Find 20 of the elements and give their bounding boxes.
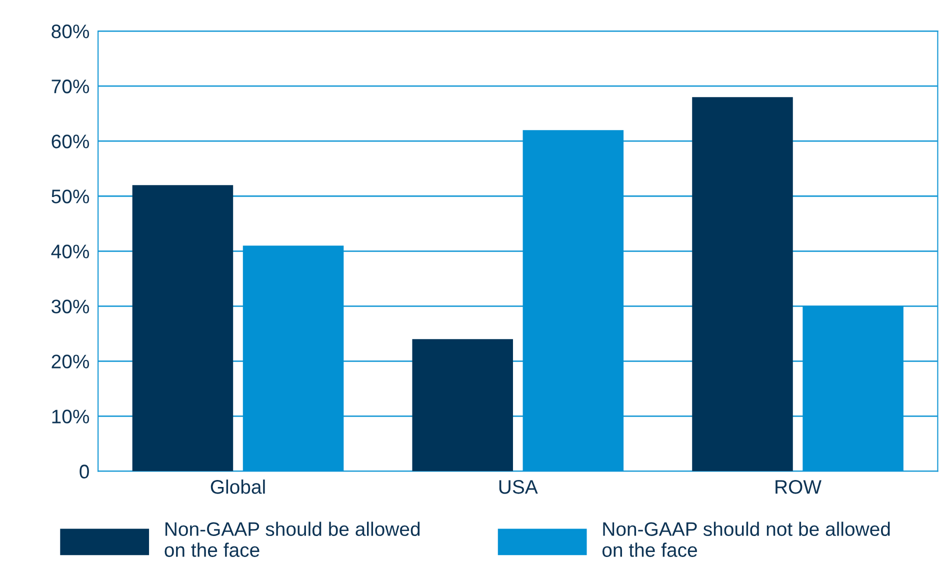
x-tick-label: USA (499, 480, 538, 494)
legend-label: Non-GAAP should be allowed on the face (164, 522, 420, 557)
y-tick-label: 80% (52, 24, 90, 38)
bar (132, 185, 234, 472)
x-tick-label: Global (210, 480, 265, 494)
legend-label: Non-GAAP should not be allowed on the face (602, 522, 890, 557)
y-tick-label: 50% (52, 190, 90, 204)
bar (692, 97, 793, 472)
bar (522, 130, 624, 472)
x-tick-label: ROW (776, 480, 822, 494)
bar (242, 246, 344, 472)
bar (412, 339, 513, 472)
y-tick-label: 70% (52, 80, 90, 94)
y-tick-label: 20% (52, 354, 90, 368)
y-tick-label: 0 (80, 464, 89, 478)
y-tick-label: 40% (51, 244, 90, 258)
bar (802, 306, 904, 472)
y-tick-label: 10% (52, 410, 90, 424)
y-tick-label: 60% (52, 134, 90, 148)
y-tick-label: 30% (52, 300, 90, 314)
